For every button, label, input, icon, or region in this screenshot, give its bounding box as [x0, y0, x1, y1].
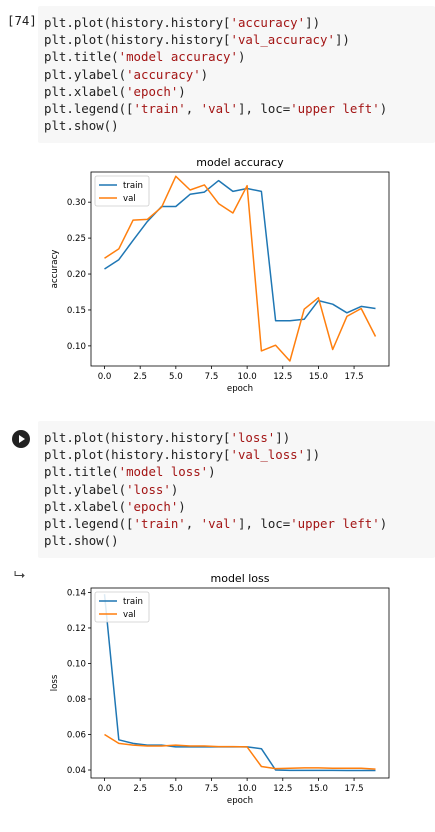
x-tick-label: 15.0 [309, 784, 328, 794]
x-tick-label: 15.0 [309, 372, 328, 382]
code-text: plt.plot(history.history['loss']) plt.pl… [44, 430, 388, 549]
x-tick-label: 12.5 [273, 784, 292, 794]
series-line-val [104, 733, 376, 770]
legend-label-train: train [123, 181, 143, 191]
y-tick-label: 0.10 [67, 659, 86, 669]
x-axis-label: epoch [227, 384, 253, 394]
accuracy-chart: model accuracy 0.0 2.5 5.0 7.5 10.0 12.5 15.0 17… [50, 156, 390, 394]
code-editor[interactable]: plt.plot(history.history['loss']) plt.pl… [38, 421, 435, 558]
code-cell-loss: plt.plot(history.history['loss']) plt.pl… [0, 418, 435, 558]
code-text: plt.plot(history.history['accuracy']) pl… [44, 15, 388, 134]
legend-label-train: train [123, 597, 143, 607]
series-line-val [104, 175, 377, 362]
plot-frame [90, 587, 390, 779]
code-cell-accuracy: [74] plt.plot(history.history['accuracy'… [0, 0, 435, 146]
chart-title: model accuracy [196, 156, 284, 169]
play-circle-icon[interactable] [12, 430, 30, 448]
y-tick-label: 0.14 [67, 588, 86, 598]
x-axis-label: epoch [227, 796, 253, 806]
x-tick-label: 0.0 [98, 372, 112, 382]
x-tick-label: 17.5 [344, 372, 363, 382]
x-tick-label: 2.5 [133, 372, 147, 382]
x-tick-label: 0.0 [98, 784, 112, 794]
series-line-train [104, 179, 376, 322]
x-tick-label: 2.5 [133, 784, 147, 794]
y-tick-label: 0.04 [67, 766, 86, 776]
y-tick-label: 0.10 [67, 342, 86, 352]
y-axis-label: accuracy [50, 250, 60, 289]
x-tick-label: 10.0 [238, 784, 257, 794]
x-tick-label: 5.0 [169, 784, 183, 794]
x-tick-label: 7.5 [205, 372, 219, 382]
y-tick-label: 0.12 [67, 624, 86, 634]
output-arrow-icon[interactable]: ⮡ [14, 567, 26, 583]
chart-title: model loss [211, 572, 270, 585]
code-editor[interactable]: plt.plot(history.history['accuracy']) pl… [38, 6, 435, 143]
y-tick-label: 0.20 [67, 270, 86, 280]
x-tick-label: 12.5 [273, 372, 292, 382]
x-tick-label: 5.0 [169, 372, 183, 382]
y-tick-label: 0.08 [67, 695, 86, 705]
execution-count: [74] [7, 13, 37, 28]
plot-frame [90, 171, 390, 367]
legend-label-val: val [123, 610, 136, 620]
y-axis-label: loss [50, 674, 60, 691]
loss-chart: model loss 0.0 2.5 5.0 7.5 10.0 12.5 15.0 17.5 0.… [50, 572, 390, 806]
y-tick-label: 0.30 [67, 198, 86, 208]
legend-label-val: val [123, 194, 136, 204]
y-tick-label: 0.25 [67, 234, 86, 244]
y-tick-label: 0.15 [67, 306, 86, 316]
x-tick-label: 7.5 [205, 784, 219, 794]
y-tick-label: 0.06 [67, 730, 86, 740]
x-tick-label: 10.0 [238, 372, 257, 382]
x-tick-label: 17.5 [344, 784, 363, 794]
